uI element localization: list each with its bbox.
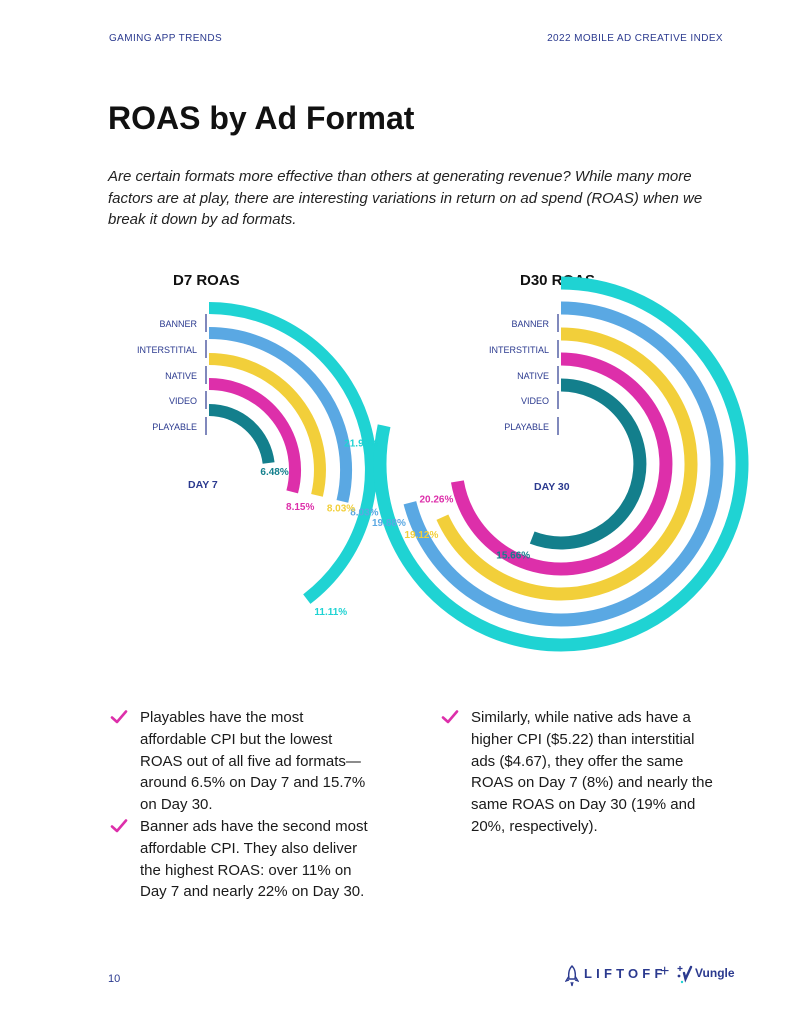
arc-playable <box>208 404 275 464</box>
check-icon <box>110 819 128 833</box>
category-label-banner: BANNER <box>159 319 197 329</box>
value-label-playable: 6.48% <box>260 467 288 478</box>
value-label-native: 8.03% <box>327 503 355 514</box>
value-label-video: 20.26% <box>419 494 453 505</box>
vungle-logo: Vungle <box>695 966 735 980</box>
arc-video <box>450 352 673 576</box>
category-label-playable: PLAYABLE <box>152 422 197 432</box>
category-label-playable: PLAYABLE <box>504 422 549 432</box>
check-icon <box>441 710 459 724</box>
bullet-playables: Playables have the most affordable CPI b… <box>110 707 370 816</box>
arc-interstitial <box>403 301 724 627</box>
page-number: 10 <box>108 973 121 985</box>
category-label-video: VIDEO <box>521 396 549 406</box>
d7-chart-title: D7 ROAS <box>173 272 240 289</box>
center-label: DAY 7 <box>188 479 218 491</box>
category-label-native: NATIVE <box>165 371 197 381</box>
vungle-logo-icon <box>677 965 693 984</box>
arc-native <box>208 353 326 497</box>
value-label-banner: 11.11% <box>314 607 347 618</box>
value-label-banner: 21.95% <box>344 439 378 450</box>
arc-banner <box>373 276 749 652</box>
bullet-text: Playables have the most affordable CPI b… <box>140 709 366 814</box>
value-label-interstitial: 8.03% <box>350 507 378 518</box>
arc-video <box>208 378 302 494</box>
bullet-text: Similarly, while native ads have a highe… <box>471 709 713 835</box>
d30-radial-chart: BANNER 21.95% INTERSTITIAL 19.88% NATIVE 19.1… <box>344 276 749 652</box>
category-label-native: NATIVE <box>517 371 549 381</box>
arc-interstitial <box>208 327 353 503</box>
value-label-video: 8.15% <box>286 502 314 513</box>
category-label-banner: BANNER <box>511 319 549 329</box>
bullet-banner: Banner ads have the second most affordab… <box>110 816 370 903</box>
arc-native <box>436 327 698 601</box>
page-title: ROAS by Ad Format <box>108 100 415 136</box>
plus-sign: + <box>660 963 670 980</box>
value-label-interstitial: 19.88% <box>372 518 406 529</box>
value-label-playable: 15.66% <box>496 551 530 562</box>
d7-radial-chart: BANNER 11.11% INTERSTITIAL 8.03% NATIVE 8.03%… <box>137 302 379 618</box>
arc-playable <box>529 378 647 550</box>
roas-charts: BANNER 11.11% INTERSTITIAL 8.03% NATIVE 8.03%… <box>137 276 749 652</box>
category-label-video: VIDEO <box>169 396 197 406</box>
header-left: GAMING APP TRENDS <box>109 33 223 44</box>
value-label-native: 19.12% <box>404 530 438 541</box>
bullet-native: Similarly, while native ads have a highe… <box>441 707 716 838</box>
bullet-text: Banner ads have the second most affordab… <box>140 818 368 901</box>
category-label-interstitial: INTERSTITIAL <box>137 345 197 355</box>
check-icon <box>110 710 128 724</box>
rocket-icon <box>565 965 579 987</box>
category-label-interstitial: INTERSTITIAL <box>489 345 549 355</box>
arc-banner <box>208 302 377 604</box>
center-label: DAY 30 <box>534 481 570 493</box>
header-right: 2022 MOBILE AD CREATIVE INDEX <box>547 33 723 44</box>
intro-paragraph: Are certain formats more effective than … <box>108 168 703 228</box>
liftoff-logo: LIFTOFF <box>584 966 667 981</box>
